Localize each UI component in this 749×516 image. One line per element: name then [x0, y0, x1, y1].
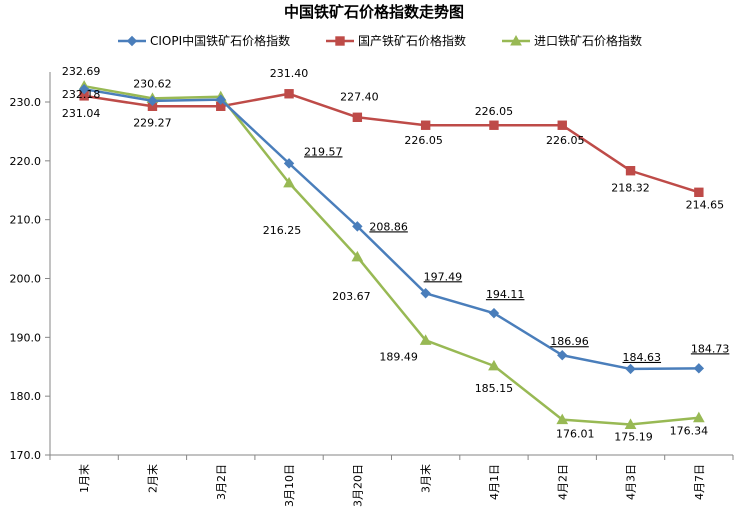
data-point: [693, 411, 705, 423]
data-label: 176.01: [556, 428, 595, 441]
data-label: 189.49: [379, 350, 418, 363]
x-tick-label: 4月7日: [693, 464, 706, 500]
x-tick-label: 4月1日: [488, 464, 501, 500]
data-label: 231.04: [62, 107, 101, 120]
legend-marker: [510, 34, 522, 46]
data-point: [693, 363, 705, 374]
data-point: [78, 83, 90, 95]
data-label: 218.32: [611, 182, 650, 195]
data-point: [557, 120, 567, 130]
legend-entry: 国产铁矿石价格指数: [358, 33, 466, 48]
data-label: 186.96: [550, 335, 589, 348]
data-labels: 232.18 219.57 208.86 197.49 194.11 186.96 184.…: [62, 65, 729, 443]
data-point: [284, 89, 294, 99]
data-point: [352, 112, 363, 122]
y-tick-label: 220.0: [10, 155, 42, 168]
data-point: [625, 363, 636, 375]
data-point: [557, 350, 568, 361]
data-label: 232.69: [62, 65, 101, 78]
y-tick-label: 170.0: [10, 449, 42, 462]
y-tick-label: 230.0: [10, 96, 42, 109]
data-label: 231.40: [270, 67, 309, 80]
data-label: 230.62: [133, 77, 172, 90]
data-label: 175.19: [614, 430, 653, 443]
data-label: 219.57: [304, 145, 343, 158]
legend: CIOPI中国铁矿石价格指数 国产铁矿石价格指数 进口铁矿石价格指数: [118, 33, 642, 48]
data-label: 226.05: [546, 134, 585, 147]
data-point: [215, 94, 226, 105]
data-label: 185.15: [475, 382, 514, 395]
x-tick-label: 2月末: [145, 464, 159, 493]
data-point: [420, 120, 431, 130]
data-label: 229.27: [133, 116, 172, 129]
series-layer: [78, 80, 705, 429]
data-point: [694, 187, 704, 198]
data-point: [352, 221, 363, 232]
data-label: 232.18: [62, 88, 101, 101]
legend-marker: [335, 36, 345, 46]
data-label: 208.86: [369, 220, 408, 233]
y-tick-label: 200.0: [10, 273, 42, 286]
data-point: [488, 307, 500, 319]
data-point: [283, 158, 295, 169]
y-tick-label: 190.0: [10, 331, 42, 344]
x-tick-label: 3月2日: [215, 464, 228, 500]
series-line: [83, 87, 699, 371]
axes: 170.0 180.0 190.0 200.0 210.0 220.0 230.0 1月末 2月…: [10, 72, 734, 507]
data-point: [420, 288, 431, 299]
data-label: 203.67: [332, 290, 371, 303]
data-point: [625, 166, 636, 176]
x-tick-label: 3月20日: [351, 464, 364, 507]
data-label: 227.40: [340, 90, 379, 103]
data-label: 176.34: [670, 425, 709, 438]
legend-marker: [126, 35, 138, 47]
data-point: [351, 250, 364, 262]
y-tick-label: 210.0: [10, 214, 42, 227]
data-label: 197.49: [424, 270, 463, 283]
x-tick-label: 3月10日: [283, 464, 296, 507]
data-label: 184.63: [623, 351, 662, 364]
chart-title: 中国铁矿石价格指数走势图: [284, 3, 464, 21]
legend-entry: CIOPI中国铁矿石价格指数: [150, 33, 290, 48]
data-point: [556, 413, 569, 425]
x-tick-label: 4月2日: [556, 464, 569, 500]
data-point: [283, 176, 295, 188]
data-label: 194.11: [486, 288, 525, 301]
y-tick-label: 180.0: [10, 390, 42, 403]
data-label: 226.05: [475, 105, 514, 118]
data-label: 184.73: [691, 342, 730, 355]
data-label: 226.05: [404, 134, 443, 147]
series-line: [83, 84, 699, 426]
legend-entry: 进口铁矿石价格指数: [534, 33, 642, 48]
data-point: [624, 418, 637, 429]
data-label: 216.25: [263, 224, 302, 237]
data-point: [489, 120, 499, 130]
data-label: 214.65: [686, 198, 725, 211]
x-tick-label: 1月末: [77, 464, 91, 493]
data-point: [147, 95, 158, 107]
data-point: [488, 359, 500, 371]
data-point: [419, 334, 432, 345]
x-tick-label: 3月末: [419, 464, 433, 493]
series-line: [83, 92, 700, 194]
x-tick-label: 4月3日: [625, 464, 638, 500]
